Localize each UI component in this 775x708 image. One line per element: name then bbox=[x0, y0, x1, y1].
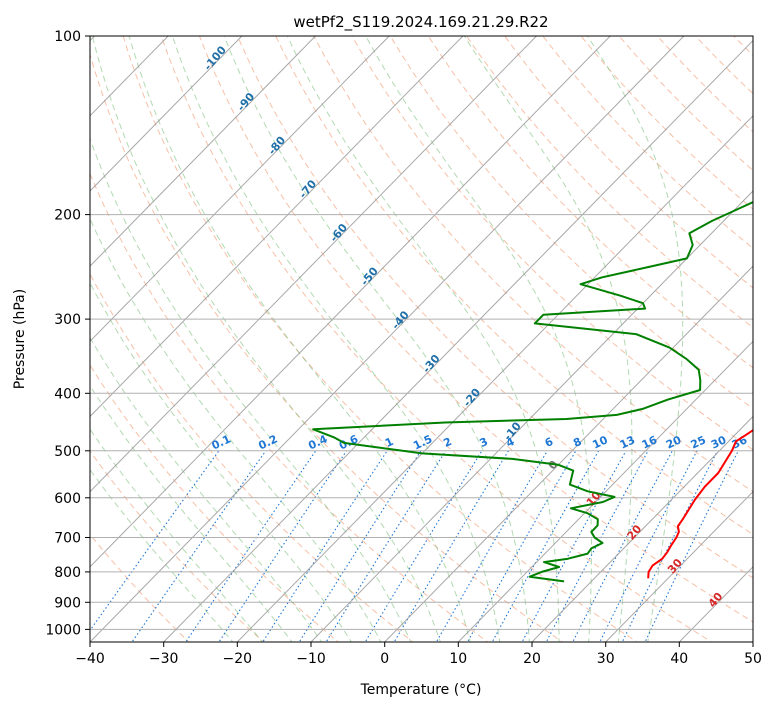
dry-adiabat-line bbox=[504, 36, 753, 289]
y-tick-label: 400 bbox=[54, 386, 81, 402]
mixing-ratio-line bbox=[545, 450, 649, 642]
temperature-profile-line bbox=[647, 429, 753, 579]
x-tick-label: 30 bbox=[597, 651, 615, 667]
y-tick-label: 100 bbox=[54, 29, 81, 45]
pressure-gridlines bbox=[90, 36, 753, 630]
moist-adiabat-line bbox=[90, 217, 382, 642]
y-tick-label: 500 bbox=[54, 444, 81, 460]
y-tick-label: 900 bbox=[54, 595, 81, 611]
isotherm-line bbox=[605, 490, 753, 642]
isotherm-line bbox=[90, 36, 316, 267]
profiles bbox=[312, 201, 753, 583]
mixing-ratio-line bbox=[185, 450, 317, 642]
mixing-ratio-line bbox=[298, 450, 422, 642]
isotherm-line bbox=[90, 36, 611, 568]
isotherm-line bbox=[310, 190, 753, 642]
isotherm-line bbox=[90, 36, 464, 418]
x-tick-label: 10 bbox=[449, 651, 467, 667]
x-tick-label: 0 bbox=[380, 651, 389, 667]
y-tick-label: 1000 bbox=[45, 622, 81, 638]
mixing-ratio-label: 36 bbox=[730, 433, 750, 451]
isotherm-line bbox=[90, 36, 537, 493]
mixing-ratio-line bbox=[435, 450, 548, 642]
y-axis: 1000 900 800 700 600 500 400 300 200 100 bbox=[45, 29, 90, 638]
isotherm-line bbox=[531, 415, 753, 642]
isotherm-line bbox=[384, 265, 753, 642]
x-tick-label: 40 bbox=[670, 651, 688, 667]
y-tick-label: 200 bbox=[54, 208, 81, 224]
mixing-ratio-line bbox=[131, 450, 267, 642]
x-axis-label: Temperature (°C) bbox=[360, 682, 482, 698]
mixing-ratio-lines bbox=[90, 450, 739, 642]
x-tick-label: −10 bbox=[296, 651, 326, 667]
plot-area: 0.1 0.2 0.4 0.6 1 1.5 2 3 4 6 8 10 13 16 20 25 30 36-100-… bbox=[90, 36, 753, 642]
mixing-ratio-label: 13 bbox=[618, 433, 637, 451]
x-tick-label: −40 bbox=[75, 651, 105, 667]
x-tick-label: −30 bbox=[149, 651, 179, 667]
plot-frame bbox=[89, 35, 754, 643]
dry-adiabat-line bbox=[90, 272, 414, 642]
isotherm-line bbox=[236, 115, 753, 642]
isotherm-line bbox=[457, 340, 753, 642]
dewpoint-profile-line bbox=[312, 201, 753, 583]
mixing-ratio-line bbox=[572, 450, 673, 642]
mixing-ratio-line bbox=[325, 450, 447, 642]
mixing-ratio-line bbox=[90, 450, 220, 632]
y-axis-label: Pressure (hPa) bbox=[12, 289, 28, 389]
mixing-ratio-line bbox=[262, 450, 388, 642]
x-tick-label: 50 bbox=[744, 651, 762, 667]
mixing-ratio-label: 20 bbox=[664, 433, 684, 451]
y-tick-label: 700 bbox=[54, 531, 81, 547]
isotherm-line bbox=[90, 36, 390, 343]
mixing-ratio-label: 10 bbox=[590, 433, 610, 451]
mixing-ratio-line bbox=[599, 450, 698, 642]
y-tick-label: 800 bbox=[54, 565, 81, 581]
x-tick-label: 20 bbox=[523, 651, 541, 667]
dry-adiabat-line bbox=[90, 172, 489, 642]
x-axis: −40 −30 −20 −10 0 10 20 30 40 50 bbox=[75, 642, 762, 667]
isotherm-line bbox=[90, 36, 243, 192]
isotherms bbox=[90, 36, 753, 642]
mixing-ratio-label: 25 bbox=[689, 433, 708, 451]
x-tick-label: −20 bbox=[223, 651, 253, 667]
isotherm-line bbox=[90, 36, 685, 642]
mixing-ratio-label: 16 bbox=[640, 433, 660, 451]
y-tick-label: 300 bbox=[54, 312, 81, 328]
y-tick-label: 600 bbox=[54, 491, 81, 507]
mixing-ratio-label: 30 bbox=[709, 433, 729, 451]
mixing-ratio-line bbox=[521, 450, 627, 642]
mixing-ratio-line bbox=[218, 450, 348, 642]
mixing-ratio-line bbox=[364, 450, 483, 642]
chart-title: wetPf2_S119.2024.169.21.29.R22 bbox=[293, 13, 548, 32]
isotherm-line bbox=[163, 39, 753, 642]
moist-adiabat-line bbox=[90, 137, 412, 642]
